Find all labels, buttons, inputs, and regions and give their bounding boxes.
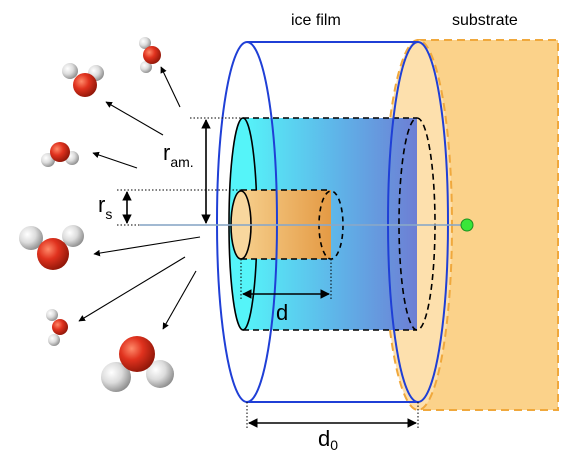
r-am-label: ram. — [163, 140, 194, 170]
r-s-label: rs — [98, 192, 112, 222]
d-label: d — [276, 300, 288, 325]
water-molecule-icon — [46, 309, 68, 346]
water-molecule-icon — [139, 37, 161, 73]
substrate-label: substrate — [452, 12, 518, 29]
water-molecule-icon — [62, 63, 104, 97]
ice-film-label: ice film — [291, 12, 341, 29]
water-molecule-icon — [101, 336, 174, 392]
desorption-arrows — [78, 66, 201, 330]
d-dimension — [240, 259, 332, 300]
green-dot-icon — [460, 218, 474, 232]
radius-guides — [117, 117, 243, 226]
water-molecule-icon — [19, 225, 84, 270]
d0-dimension — [246, 402, 419, 430]
d0-label: d0 — [318, 426, 338, 450]
water-molecule-icon — [41, 142, 79, 167]
